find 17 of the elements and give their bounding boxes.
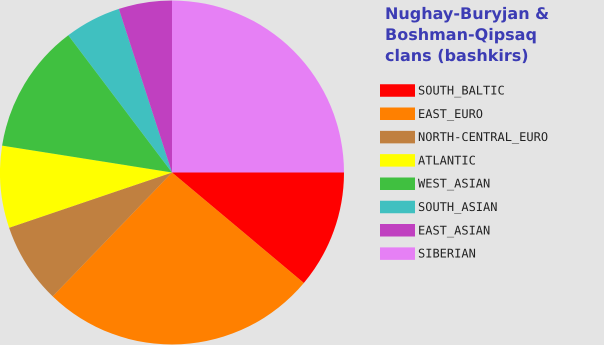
pie-slice [172, 172, 344, 283]
legend-label: EAST_EURO [418, 106, 484, 121]
legend-label: SOUTH_BALTIC [418, 84, 505, 98]
legend-title: Nughay-Buryjan & Boshman-Qipsaq clans (bashkirs) [385, 4, 550, 65]
pie-slice [52, 172, 304, 344]
legend-label: WEST_ASIAN [418, 176, 490, 191]
pie-slice [9, 172, 172, 296]
legend-label: NORTH-CENTRAL_EURO [418, 130, 548, 144]
pie-slice [172, 0, 344, 172]
legend-label: ATLANTIC [418, 153, 476, 168]
pie-slice [0, 146, 172, 228]
legend-label: SOUTH_ASIAN [418, 200, 498, 214]
pie-slice [2, 35, 172, 172]
pie-slice [118, 0, 172, 172]
legend-label: EAST_ASIAN [418, 223, 490, 238]
pie-slice [68, 8, 172, 172]
legend-label: SIBERIAN [418, 246, 476, 261]
